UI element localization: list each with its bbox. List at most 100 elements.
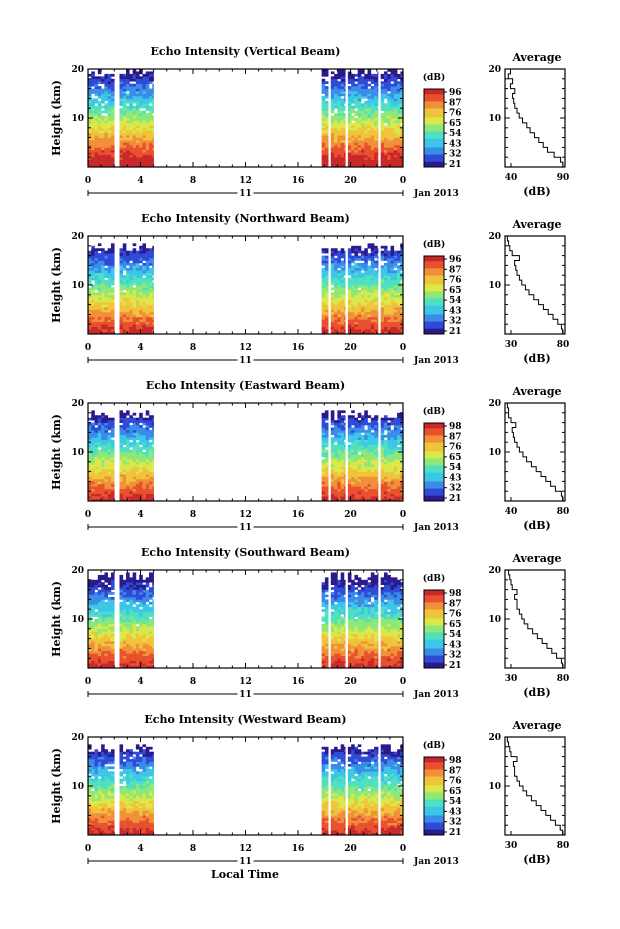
- heatmap-cell: [94, 420, 99, 423]
- heatmap-cell: [393, 154, 398, 158]
- heatmap-cell: [145, 93, 150, 97]
- heatmap-cell: [330, 91, 335, 94]
- heatmap-cell: [107, 275, 112, 278]
- heatmap-cell: [88, 103, 92, 107]
- heatmap-cell: [351, 299, 355, 303]
- heatmap-cell: [119, 110, 124, 114]
- heatmap-cell: [343, 287, 346, 291]
- heatmap-cell: [91, 461, 95, 465]
- heatmap-cell: [126, 149, 130, 153]
- heatmap-cell: [370, 442, 375, 445]
- heatmap-cell: [347, 127, 352, 131]
- heatmap-cell: [142, 253, 147, 256]
- colorbar-swatch: [424, 104, 444, 108]
- heatmap-cell: [400, 287, 404, 291]
- colorbar-swatch: [424, 133, 444, 136]
- heatmap-cell: [380, 486, 385, 490]
- panel-title: Echo Intensity (Eastward Beam): [146, 379, 345, 392]
- heatmap-cell: [145, 454, 150, 458]
- heatmap-cell: [340, 86, 345, 89]
- heatmap-cell: [367, 127, 372, 131]
- heatmap-cell: [110, 476, 115, 480]
- heatmap-cell: [374, 88, 378, 92]
- heatmap-cell: [397, 98, 401, 102]
- heatmap-cell: [129, 137, 133, 141]
- heatmap-cell: [387, 253, 391, 256]
- heatmap-cell: [107, 86, 112, 89]
- heatmap-cell: [94, 307, 99, 310]
- heatmap-cell: [393, 152, 398, 156]
- heatmap-cell: [354, 78, 359, 82]
- heatmap-cell: [126, 83, 130, 87]
- heatmap-cell: [361, 422, 365, 426]
- heatmap-cell: [91, 108, 95, 111]
- heatmap-cell: [142, 140, 147, 143]
- heatmap-cell: [91, 248, 95, 251]
- heatmap-cell: [139, 255, 143, 259]
- heatmap-cell: [400, 140, 404, 143]
- heatmap-cell: [387, 147, 391, 151]
- heatmap-cell: [324, 329, 329, 332]
- heatmap-cell: [374, 282, 378, 286]
- heatmap-cell: [400, 144, 404, 148]
- heatmap-cell: [88, 127, 92, 131]
- heatmap-cell: [367, 243, 372, 247]
- heatmap-cell: [142, 272, 147, 276]
- heatmap-cell: [347, 314, 352, 318]
- heatmap-cell: [110, 142, 115, 146]
- heatmap-cell: [354, 280, 359, 283]
- heatmap-cell: [321, 157, 326, 160]
- heatmap-cell: [367, 437, 372, 441]
- heatmap-cell: [145, 260, 150, 264]
- heatmap-cell: [122, 118, 127, 121]
- heatmap-cell: [383, 118, 388, 121]
- heatmap-cell: [97, 132, 102, 136]
- heatmap-cell: [354, 297, 359, 300]
- heatmap-cell: [324, 456, 329, 460]
- heatmap-cell: [370, 73, 375, 77]
- heatmap-cell: [351, 464, 355, 467]
- heatmap-cell: [357, 486, 362, 490]
- heatmap-cell: [390, 248, 395, 251]
- heatmap-cell: [110, 326, 115, 330]
- heatmap-cell: [139, 491, 143, 494]
- heatmap-cell: [139, 476, 143, 480]
- heatmap-cell: [149, 267, 153, 271]
- heatmap-cell: [330, 498, 335, 502]
- heatmap-cell: [88, 483, 92, 487]
- heatmap-cell: [380, 452, 385, 455]
- heatmap-cell: [357, 132, 362, 136]
- heatmap-cell: [126, 486, 130, 490]
- heatmap-cell: [119, 425, 124, 428]
- heatmap-cell: [364, 130, 368, 133]
- heatmap-cell: [321, 434, 326, 438]
- heatmap-cell: [397, 474, 401, 477]
- heatmap-cell: [374, 137, 378, 141]
- heatmap-cell: [400, 461, 404, 465]
- heatmap-cell: [364, 412, 368, 416]
- heatmap-cell: [135, 132, 140, 136]
- heatmap-cell: [94, 444, 99, 448]
- heatmap-cell: [94, 326, 99, 330]
- heatmap-cell: [364, 324, 368, 327]
- heatmap-cell: [383, 152, 388, 156]
- heatmap-cell: [126, 73, 130, 77]
- heatmap-cell: [126, 159, 130, 163]
- heatmap-cell: [104, 267, 108, 271]
- heatmap-cell: [324, 120, 329, 124]
- heatmap-cell: [324, 331, 329, 335]
- heatmap-cell: [110, 105, 115, 109]
- heatmap-cell: [324, 262, 329, 266]
- heatmap-cell: [374, 476, 378, 480]
- heatmap-cell: [152, 429, 154, 433]
- heatmap-cell: [97, 115, 102, 119]
- heatmap-cell: [393, 147, 398, 151]
- heatmap-cell: [393, 100, 398, 104]
- heatmap-cell: [367, 132, 372, 136]
- heatmap-cell: [361, 103, 365, 107]
- heatmap-cell: [91, 154, 95, 158]
- heatmap-cell: [107, 118, 112, 121]
- heatmap-cell: [383, 265, 388, 269]
- heatmap-cell: [122, 130, 127, 133]
- heatmap-cell: [343, 309, 346, 313]
